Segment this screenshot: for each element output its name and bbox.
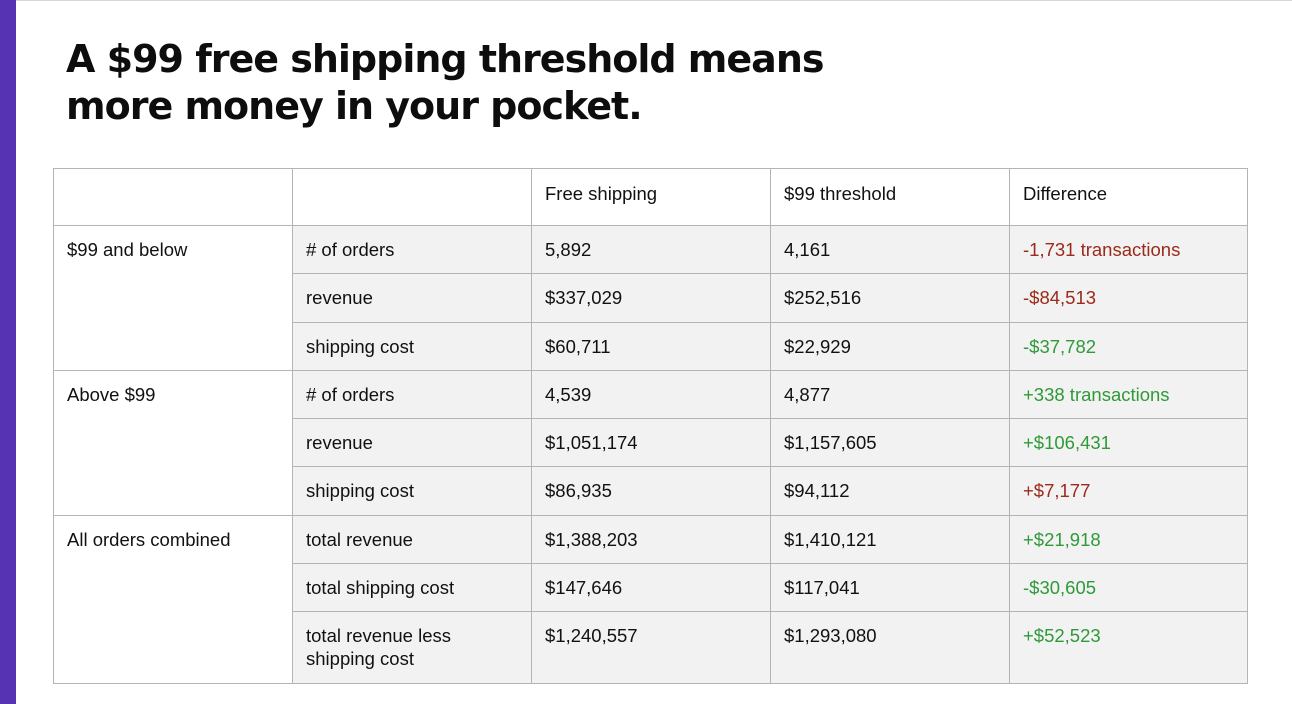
free-shipping-value: $60,711 [531,321,771,371]
table-header-row: Free shipping $99 threshold Difference [53,168,1248,226]
metric-cell: shipping cost [292,321,532,371]
threshold-value: $94,112 [770,466,1010,516]
table-row: Above $99 # of orders 4,539 4,877 +338 t… [53,369,1248,516]
free-shipping-value: $147,646 [531,563,771,613]
header-cell-free-shipping: Free shipping [531,168,771,226]
threshold-value: $1,157,605 [770,418,1010,468]
metric-cell: total revenue [292,514,532,565]
group-label: $99 and below [53,225,293,371]
metric-cell: revenue [292,273,532,323]
free-shipping-value: $337,029 [531,273,771,323]
table-row: revenue $337,029 $252,516 -$84,513 [54,273,1248,323]
header-cell-difference: Difference [1009,168,1248,226]
table-row: shipping cost $86,935 $94,112 +$7,177 [54,466,1248,516]
header-cell-threshold: $99 threshold [770,168,1010,226]
header-cell-metric [292,168,532,226]
accent-bar [0,0,16,704]
table-row: total revenue less shipping cost $1,240,… [54,611,1248,685]
threshold-value: $1,293,080 [770,611,1010,685]
threshold-value: 4,877 [770,369,1010,420]
metric-cell: # of orders [292,369,532,420]
free-shipping-value: $86,935 [531,466,771,516]
metric-label-line-2: shipping cost [306,648,414,670]
free-shipping-value: 5,892 [531,224,771,275]
comparison-table: Free shipping $99 threshold Difference $… [53,168,1248,685]
difference-value: -$37,782 [1009,321,1248,371]
threshold-value: 4,161 [770,224,1010,275]
table-row: All orders combined total revenue $1,388… [53,514,1248,685]
page-title: A $99 free shipping threshold means more… [66,36,866,130]
difference-value: -$84,513 [1009,273,1248,323]
difference-value: -1,731 transactions [1009,224,1248,275]
threshold-value: $1,410,121 [770,514,1010,565]
free-shipping-value: 4,539 [531,369,771,420]
header-cell-group [53,168,293,226]
metric-label-line-1: total revenue less [306,625,452,647]
page-title-line-1: A $99 free shipping threshold means [66,37,825,81]
metric-cell: total shipping cost [292,563,532,613]
metric-cell: shipping cost [292,466,532,516]
metric-cell: revenue [292,418,532,468]
free-shipping-value: $1,388,203 [531,514,771,565]
difference-value: -$30,605 [1009,563,1248,613]
difference-value: +$21,918 [1009,514,1248,565]
top-divider [16,0,1292,1]
page-title-line-2: more money in your pocket. [66,84,643,128]
table-row: shipping cost $60,711 $22,929 -$37,782 [54,321,1248,371]
free-shipping-value: $1,240,557 [531,611,771,685]
table-row: total shipping cost $147,646 $117,041 -$… [54,563,1248,613]
free-shipping-value: $1,051,174 [531,418,771,468]
difference-value: +$106,431 [1009,418,1248,468]
group-label: Above $99 [53,369,293,516]
metric-cell: total revenue less shipping cost [292,611,532,685]
table-row: $99 and below # of orders 5,892 4,161 -1… [53,224,1248,371]
difference-value: +338 transactions [1009,369,1248,420]
difference-value: +$52,523 [1009,611,1248,685]
threshold-value: $252,516 [770,273,1010,323]
threshold-value: $22,929 [770,321,1010,371]
table-row: revenue $1,051,174 $1,157,605 +$106,431 [54,418,1248,468]
metric-cell: # of orders [292,224,532,275]
difference-value: +$7,177 [1009,466,1248,516]
group-label: All orders combined [53,514,293,685]
threshold-value: $117,041 [770,563,1010,613]
